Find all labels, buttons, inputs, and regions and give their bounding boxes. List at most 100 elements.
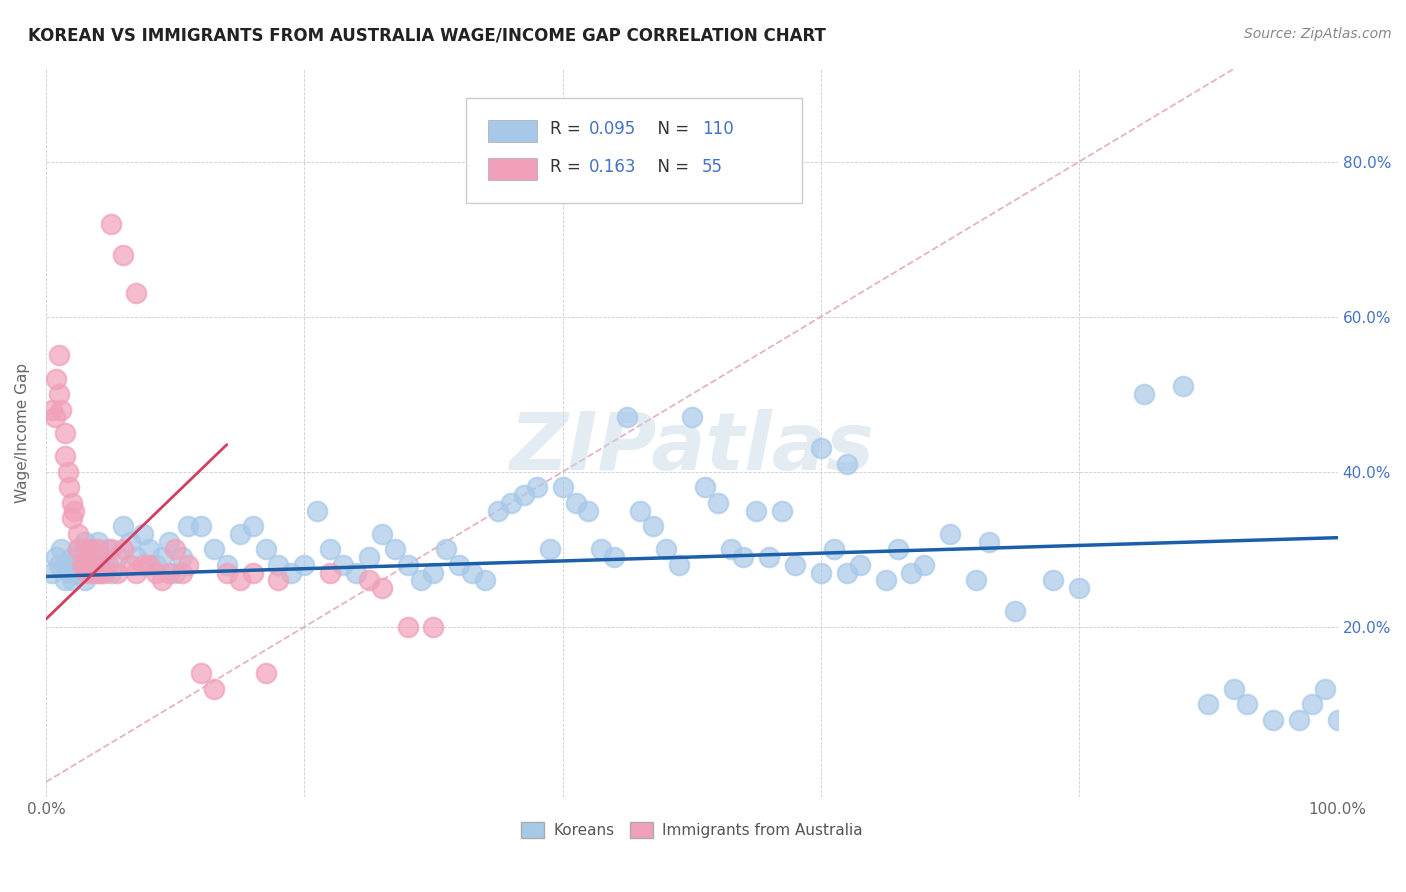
Text: N =: N = bbox=[647, 120, 695, 138]
Point bbox=[80, 558, 103, 572]
Point bbox=[758, 550, 780, 565]
Point bbox=[112, 247, 135, 261]
Point bbox=[668, 558, 690, 572]
Point bbox=[977, 534, 1000, 549]
Point bbox=[125, 286, 148, 301]
Point bbox=[86, 558, 108, 572]
Point bbox=[44, 410, 66, 425]
Point bbox=[823, 542, 845, 557]
Point bbox=[86, 534, 108, 549]
Point bbox=[267, 574, 290, 588]
Point bbox=[190, 666, 212, 681]
Point bbox=[73, 558, 96, 572]
Point bbox=[810, 566, 832, 580]
Point bbox=[202, 542, 225, 557]
Point bbox=[86, 542, 108, 557]
Point bbox=[616, 410, 638, 425]
Point bbox=[1236, 698, 1258, 712]
Point bbox=[912, 558, 935, 572]
Point bbox=[80, 542, 103, 557]
Point bbox=[215, 558, 238, 572]
Point bbox=[76, 566, 98, 580]
Point bbox=[835, 457, 858, 471]
Point bbox=[396, 620, 419, 634]
Point bbox=[785, 558, 807, 572]
Point bbox=[157, 566, 180, 580]
Point bbox=[215, 566, 238, 580]
Point bbox=[51, 542, 73, 557]
Point bbox=[461, 566, 484, 580]
Point bbox=[513, 488, 536, 502]
Point bbox=[733, 550, 755, 565]
Point bbox=[58, 566, 80, 580]
FancyBboxPatch shape bbox=[465, 98, 801, 203]
Point bbox=[45, 550, 67, 565]
Point bbox=[41, 566, 63, 580]
Point bbox=[97, 558, 120, 572]
Point bbox=[150, 574, 173, 588]
Point bbox=[499, 496, 522, 510]
Point bbox=[73, 574, 96, 588]
Point bbox=[434, 542, 457, 557]
Point bbox=[80, 566, 103, 580]
Point bbox=[526, 480, 548, 494]
Point bbox=[80, 542, 103, 557]
Point bbox=[307, 503, 329, 517]
Point bbox=[145, 558, 167, 572]
Text: 0.095: 0.095 bbox=[589, 120, 636, 138]
Point bbox=[53, 574, 76, 588]
Point bbox=[67, 566, 90, 580]
Point bbox=[112, 519, 135, 533]
Point bbox=[60, 511, 83, 525]
Point bbox=[51, 402, 73, 417]
Text: KOREAN VS IMMIGRANTS FROM AUSTRALIA WAGE/INCOME GAP CORRELATION CHART: KOREAN VS IMMIGRANTS FROM AUSTRALIA WAGE… bbox=[28, 27, 825, 45]
Point bbox=[319, 566, 342, 580]
Point bbox=[48, 558, 70, 572]
FancyBboxPatch shape bbox=[488, 158, 537, 180]
Point bbox=[76, 550, 98, 565]
Point bbox=[165, 566, 187, 580]
Point bbox=[56, 465, 79, 479]
Point bbox=[125, 566, 148, 580]
Point bbox=[1301, 698, 1323, 712]
Point bbox=[150, 550, 173, 565]
Point bbox=[965, 574, 987, 588]
Point bbox=[486, 503, 509, 517]
Point bbox=[280, 566, 302, 580]
Point bbox=[409, 574, 432, 588]
Point bbox=[100, 566, 122, 580]
Point bbox=[681, 410, 703, 425]
Point bbox=[267, 558, 290, 572]
Point bbox=[422, 566, 444, 580]
Point bbox=[73, 542, 96, 557]
Point bbox=[449, 558, 471, 572]
Y-axis label: Wage/Income Gap: Wage/Income Gap bbox=[15, 363, 30, 503]
Point bbox=[641, 519, 664, 533]
Point bbox=[132, 526, 155, 541]
Point bbox=[138, 542, 160, 557]
Text: ZIPatlas: ZIPatlas bbox=[509, 409, 875, 486]
Point bbox=[70, 558, 93, 572]
Point bbox=[93, 558, 115, 572]
Point bbox=[132, 558, 155, 572]
Legend: Koreans, Immigrants from Australia: Koreans, Immigrants from Australia bbox=[515, 816, 869, 845]
Point bbox=[720, 542, 742, 557]
Point bbox=[939, 526, 962, 541]
Point bbox=[848, 558, 870, 572]
Point bbox=[100, 542, 122, 557]
Point bbox=[810, 442, 832, 456]
Point bbox=[165, 542, 187, 557]
Point bbox=[73, 534, 96, 549]
Point bbox=[538, 542, 561, 557]
Point bbox=[89, 566, 111, 580]
Point bbox=[1133, 387, 1156, 401]
Point bbox=[105, 566, 128, 580]
Point bbox=[112, 542, 135, 557]
Point bbox=[48, 348, 70, 362]
Point bbox=[67, 526, 90, 541]
Point bbox=[145, 566, 167, 580]
Point bbox=[474, 574, 496, 588]
Point bbox=[693, 480, 716, 494]
Point bbox=[105, 550, 128, 565]
Point bbox=[58, 480, 80, 494]
